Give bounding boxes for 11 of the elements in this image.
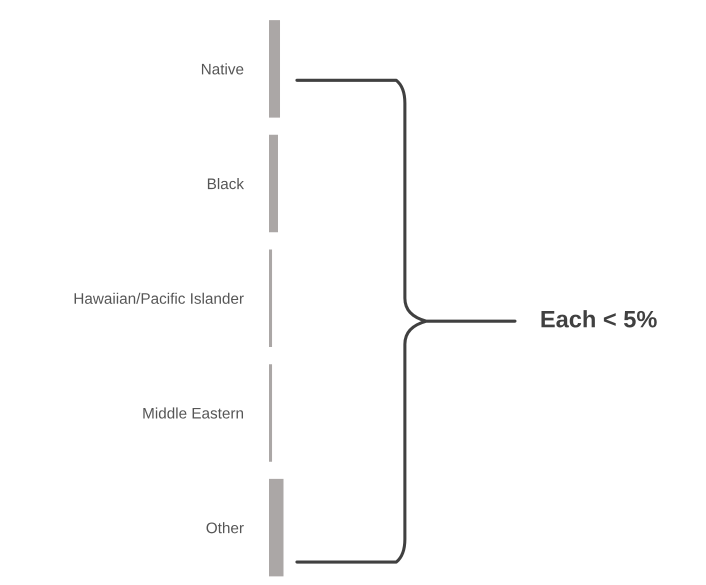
bar [269, 478, 284, 576]
y-tick-label: Hawaiian/Pacific Islander [74, 292, 244, 304]
bar [269, 20, 280, 118]
y-tick-label: Other [206, 522, 244, 534]
bar [269, 364, 272, 462]
y-tick-label: Native [202, 63, 244, 75]
bar [269, 249, 272, 347]
y-tick-label: Middle Eastern [143, 407, 244, 419]
y-tick-label: Black [208, 178, 244, 190]
bar [269, 134, 278, 232]
text: Each < 5% [541, 310, 657, 328]
